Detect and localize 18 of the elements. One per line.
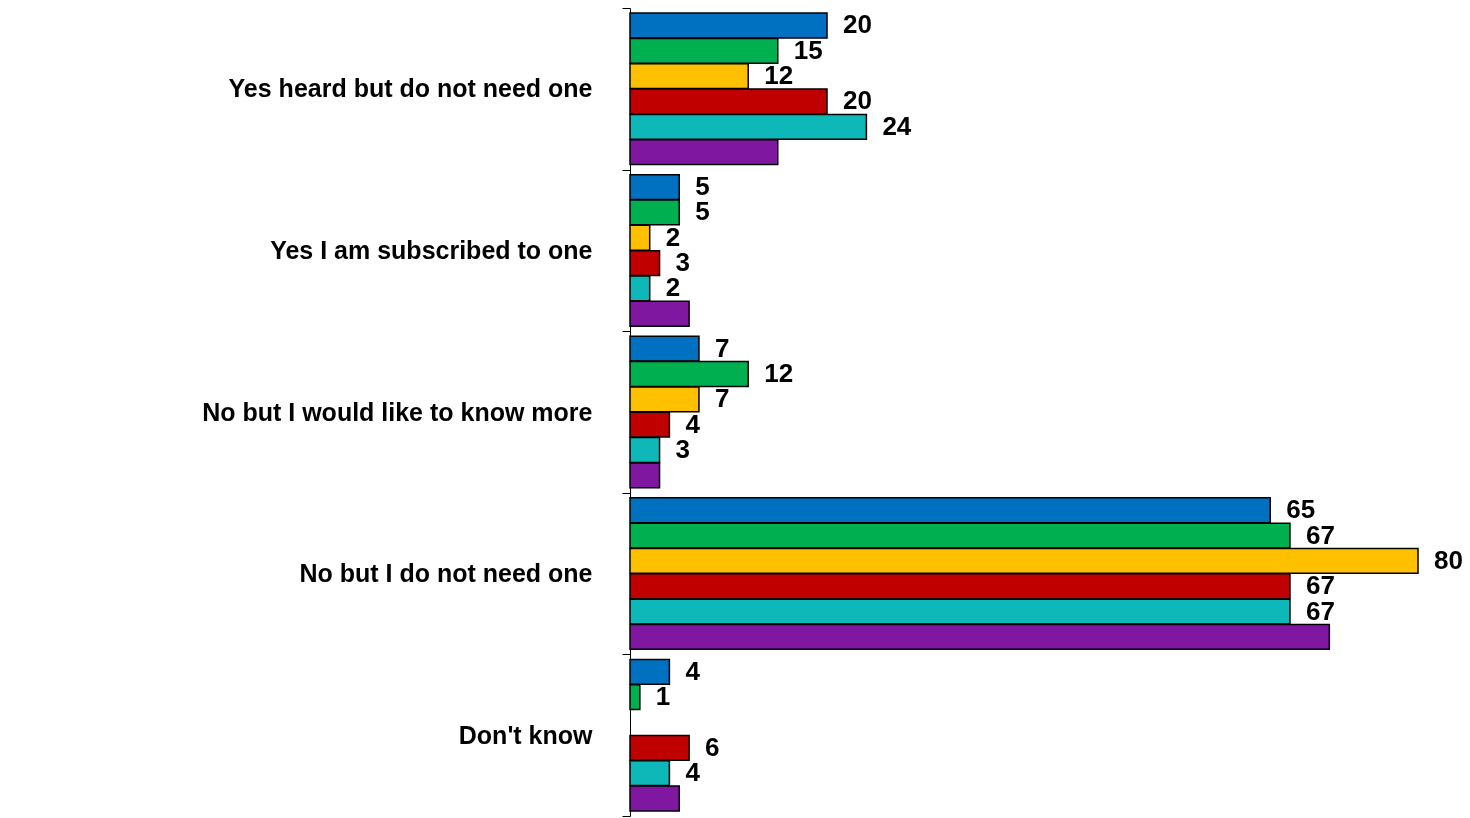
data-label: 15 <box>793 34 823 65</box>
y-tick-label: No but I do not need one <box>299 559 593 588</box>
data-label: 6 <box>705 731 720 762</box>
data-label: 20 <box>843 9 872 40</box>
data-label: 7 <box>714 332 730 363</box>
y-tick-label: No but I would like to know more <box>202 397 593 426</box>
data-label: 24 <box>882 110 912 141</box>
y-tick-label: Yes I am subscribed to one <box>270 235 593 264</box>
data-label: 20 <box>843 85 872 116</box>
data-label: 1 <box>655 681 671 712</box>
data-label: 80 <box>1434 544 1463 575</box>
data-label: 12 <box>764 358 794 389</box>
data-label: 7 <box>714 383 730 414</box>
data-label: 4 <box>685 655 701 686</box>
data-label: 12 <box>764 60 794 91</box>
y-tick-label: Don't know <box>458 720 594 749</box>
y-tick-label: Yes heard but do not need one <box>228 74 593 103</box>
data-label: 4 <box>685 757 701 788</box>
